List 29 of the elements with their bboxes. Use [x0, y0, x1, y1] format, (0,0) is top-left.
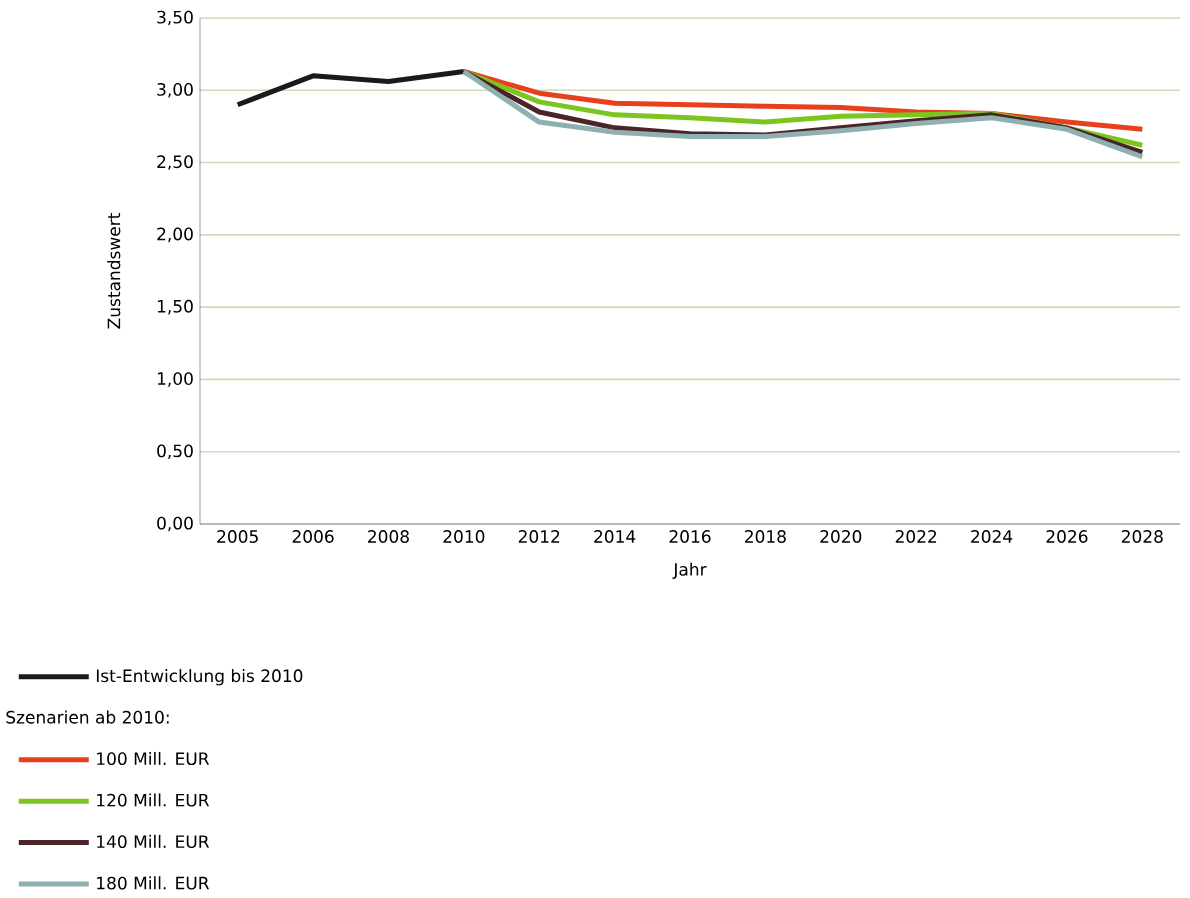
- legend-title: Szenarien ab 2010:: [6, 710, 169, 724]
- x-tick-label: 2022: [895, 530, 937, 543]
- x-tick-label: 2008: [368, 530, 409, 543]
- x-tick-label: 2006: [292, 530, 334, 543]
- legend-label: 180 Mill. EUR: [97, 876, 210, 890]
- x-tick-label: 2005: [217, 530, 258, 543]
- y-tick-label: 3,50: [157, 10, 193, 26]
- x-tick-label: 2024: [971, 530, 1013, 543]
- y-tick-label: 3,00: [157, 82, 193, 98]
- x-axis-title: Jahr: [672, 562, 707, 579]
- y-axis-title: Zustandswert: [107, 212, 121, 329]
- x-tick-label: 2010: [443, 530, 485, 543]
- legend-label: 140 Mill. EUR: [97, 834, 210, 849]
- y-tick-label: 0,50: [157, 444, 193, 459]
- legend-label: Ist-Entwicklung bis 2010: [96, 669, 303, 686]
- x-tick-label: 2018: [745, 530, 786, 543]
- y-tick-label: 2,50: [157, 155, 193, 170]
- x-tick-label: 2014: [594, 530, 636, 543]
- legend-label: 120 Mill. EUR: [97, 793, 210, 807]
- x-tick-label: 2028: [1121, 530, 1163, 543]
- x-tick-label: 2026: [1046, 530, 1088, 543]
- y-tick-label: 1,00: [157, 372, 193, 387]
- y-tick-label: 0,00: [157, 516, 193, 532]
- x-tick-label: 2020: [820, 530, 862, 543]
- x-tick-label: 2012: [518, 530, 560, 543]
- y-tick-label: 1,50: [157, 299, 193, 315]
- y-tick-label: 2,00: [157, 227, 193, 243]
- legend-label: 100 Mill. EUR: [97, 751, 210, 766]
- x-tick-label: 2016: [669, 530, 711, 543]
